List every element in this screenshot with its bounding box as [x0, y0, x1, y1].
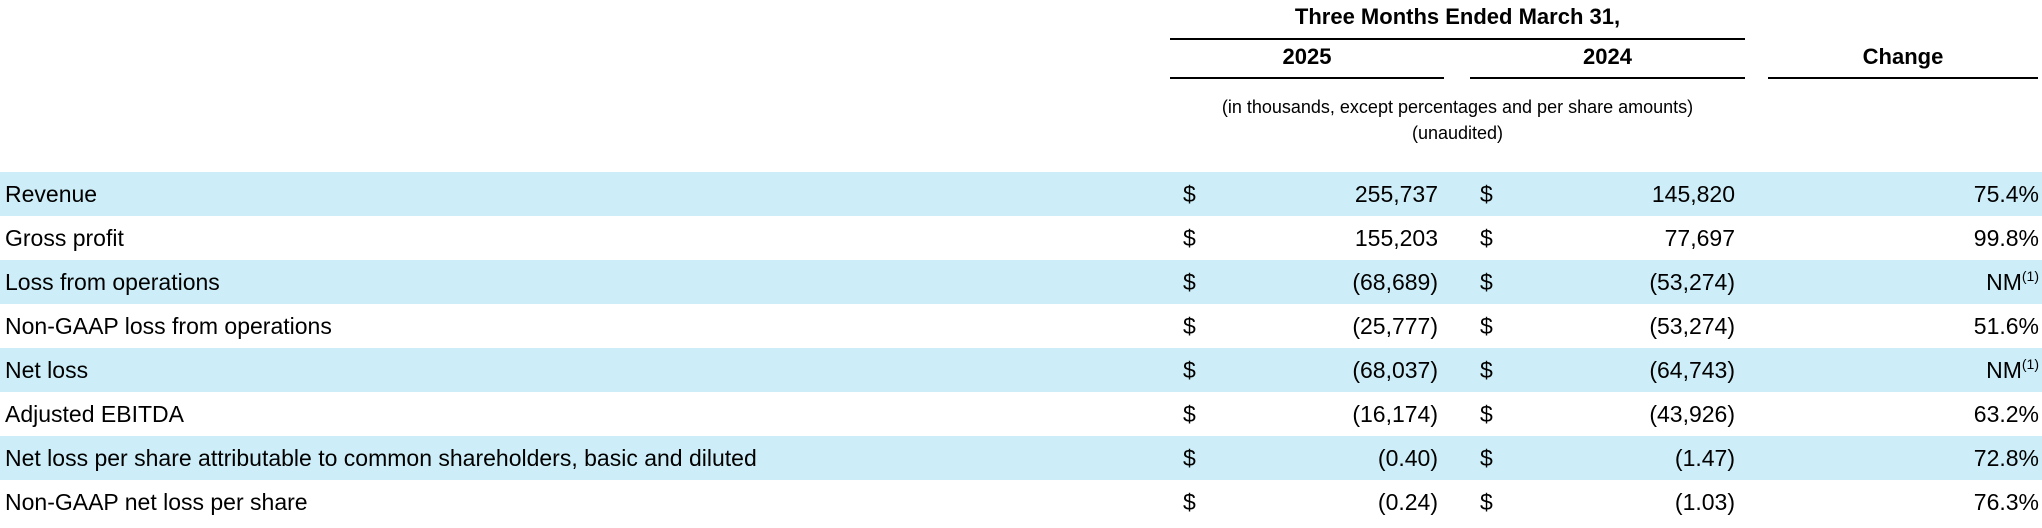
- currency-symbol-2025: $: [1183, 401, 1196, 427]
- currency-symbol-2024: $: [1480, 181, 1493, 207]
- table-row: Loss from operations $ (68,689) $ (53,274) NM…: [0, 260, 2042, 304]
- table-row: Net loss $ (68,037) $ (64,743) NM(1): [0, 348, 2042, 392]
- value-2025: (68,037): [1352, 357, 1438, 383]
- change-text: 76.3%: [1973, 489, 2039, 515]
- value-2024: (1.47): [1674, 445, 1735, 471]
- currency-symbol-2025: $: [1183, 313, 1196, 339]
- value-2025: (68,689): [1352, 269, 1438, 295]
- value-2025: 255,737: [1354, 181, 1438, 207]
- currency-symbol-2025: $: [1183, 357, 1196, 383]
- value-2024: 145,820: [1651, 181, 1735, 207]
- currency-symbol-2024: $: [1480, 401, 1493, 427]
- table-row: Revenue $255,737 $145,820 75.4%: [0, 172, 2042, 216]
- change-text: 63.2%: [1973, 401, 2039, 427]
- currency-symbol-2024: $: [1480, 269, 1493, 295]
- rule-change: [1768, 77, 2038, 79]
- change-value: 76.3%: [1974, 480, 2039, 524]
- value-2025: 155,203: [1354, 225, 1438, 251]
- value-2024: (43,926): [1649, 401, 1735, 427]
- period-rule: [1170, 38, 1745, 40]
- value-2024: (64,743): [1649, 357, 1735, 383]
- currency-symbol-2025: $: [1183, 181, 1196, 207]
- change-value: NM(1): [1986, 260, 2039, 304]
- row-label: Non-GAAP loss from operations: [5, 313, 332, 339]
- row-label: Gross profit: [5, 225, 124, 251]
- rule-2025: [1170, 77, 1444, 79]
- footnote-marker: (1): [2021, 356, 2039, 372]
- currency-symbol-2024: $: [1480, 445, 1493, 471]
- column-header-2025: 2025: [1282, 44, 1332, 69]
- table-row: Non-GAAP net loss per share $ (0.24) $ (1.03…: [0, 480, 2042, 524]
- currency-symbol-2024: $: [1480, 357, 1493, 383]
- table-row: Net loss per share attributable to commo…: [0, 436, 2042, 480]
- period-title: Three Months Ended March 31,: [1294, 4, 1621, 29]
- value-2025: (0.24): [1377, 489, 1438, 515]
- row-label: Adjusted EBITDA: [5, 401, 184, 427]
- value-2024: (1.03): [1674, 489, 1735, 515]
- change-text: 72.8%: [1973, 445, 2039, 471]
- currency-symbol-2024: $: [1480, 313, 1493, 339]
- change-value: 63.2%: [1974, 392, 2039, 436]
- change-value: NM(1): [1986, 348, 2039, 392]
- column-header-change: Change: [1862, 44, 1944, 69]
- value-2025: (0.40): [1377, 445, 1438, 471]
- change-text: NM: [1986, 269, 2022, 295]
- currency-symbol-2024: $: [1480, 489, 1493, 515]
- table-row: Non-GAAP loss from operations $ (25,777) $ (…: [0, 304, 2042, 348]
- change-text: NM: [1986, 357, 2022, 383]
- change-text: 99.8%: [1973, 225, 2039, 251]
- change-text: 51.6%: [1973, 313, 2039, 339]
- currency-symbol-2024: $: [1480, 225, 1493, 251]
- value-2024: (53,274): [1649, 313, 1735, 339]
- row-label: Net loss per share attributable to commo…: [5, 445, 757, 471]
- column-header-2024: 2024: [1583, 44, 1632, 69]
- change-value: 72.8%: [1974, 436, 2039, 480]
- currency-symbol-2025: $: [1183, 445, 1196, 471]
- table-row: Gross profit $155,203 $77,697 99.8%: [0, 216, 2042, 260]
- row-label: Non-GAAP net loss per share: [5, 489, 308, 515]
- row-label: Revenue: [5, 181, 98, 207]
- currency-symbol-2025: $: [1183, 269, 1196, 295]
- value-2024: (53,274): [1649, 269, 1735, 295]
- row-label: Loss from operations: [5, 269, 220, 295]
- change-text: 75.4%: [1973, 181, 2039, 207]
- value-2025: (25,777): [1352, 313, 1438, 339]
- change-value: 51.6%: [1974, 304, 2039, 348]
- footnote-marker: (1): [2021, 268, 2039, 284]
- change-value: 99.8%: [1974, 216, 2039, 260]
- units-note: (in thousands, except percentages and pe…: [1221, 97, 1694, 117]
- table-row: Adjusted EBITDA $ (16,174) $ (43,926) 63.2%: [0, 392, 2042, 436]
- row-label: Net loss: [5, 357, 89, 383]
- value-2024: 77,697: [1664, 225, 1735, 251]
- audit-note: (unaudited): [1411, 123, 1504, 143]
- change-value: 75.4%: [1974, 172, 2039, 216]
- currency-symbol-2025: $: [1183, 225, 1196, 251]
- currency-symbol-2025: $: [1183, 489, 1196, 515]
- rule-2024: [1470, 77, 1745, 79]
- value-2025: (16,174): [1352, 401, 1438, 427]
